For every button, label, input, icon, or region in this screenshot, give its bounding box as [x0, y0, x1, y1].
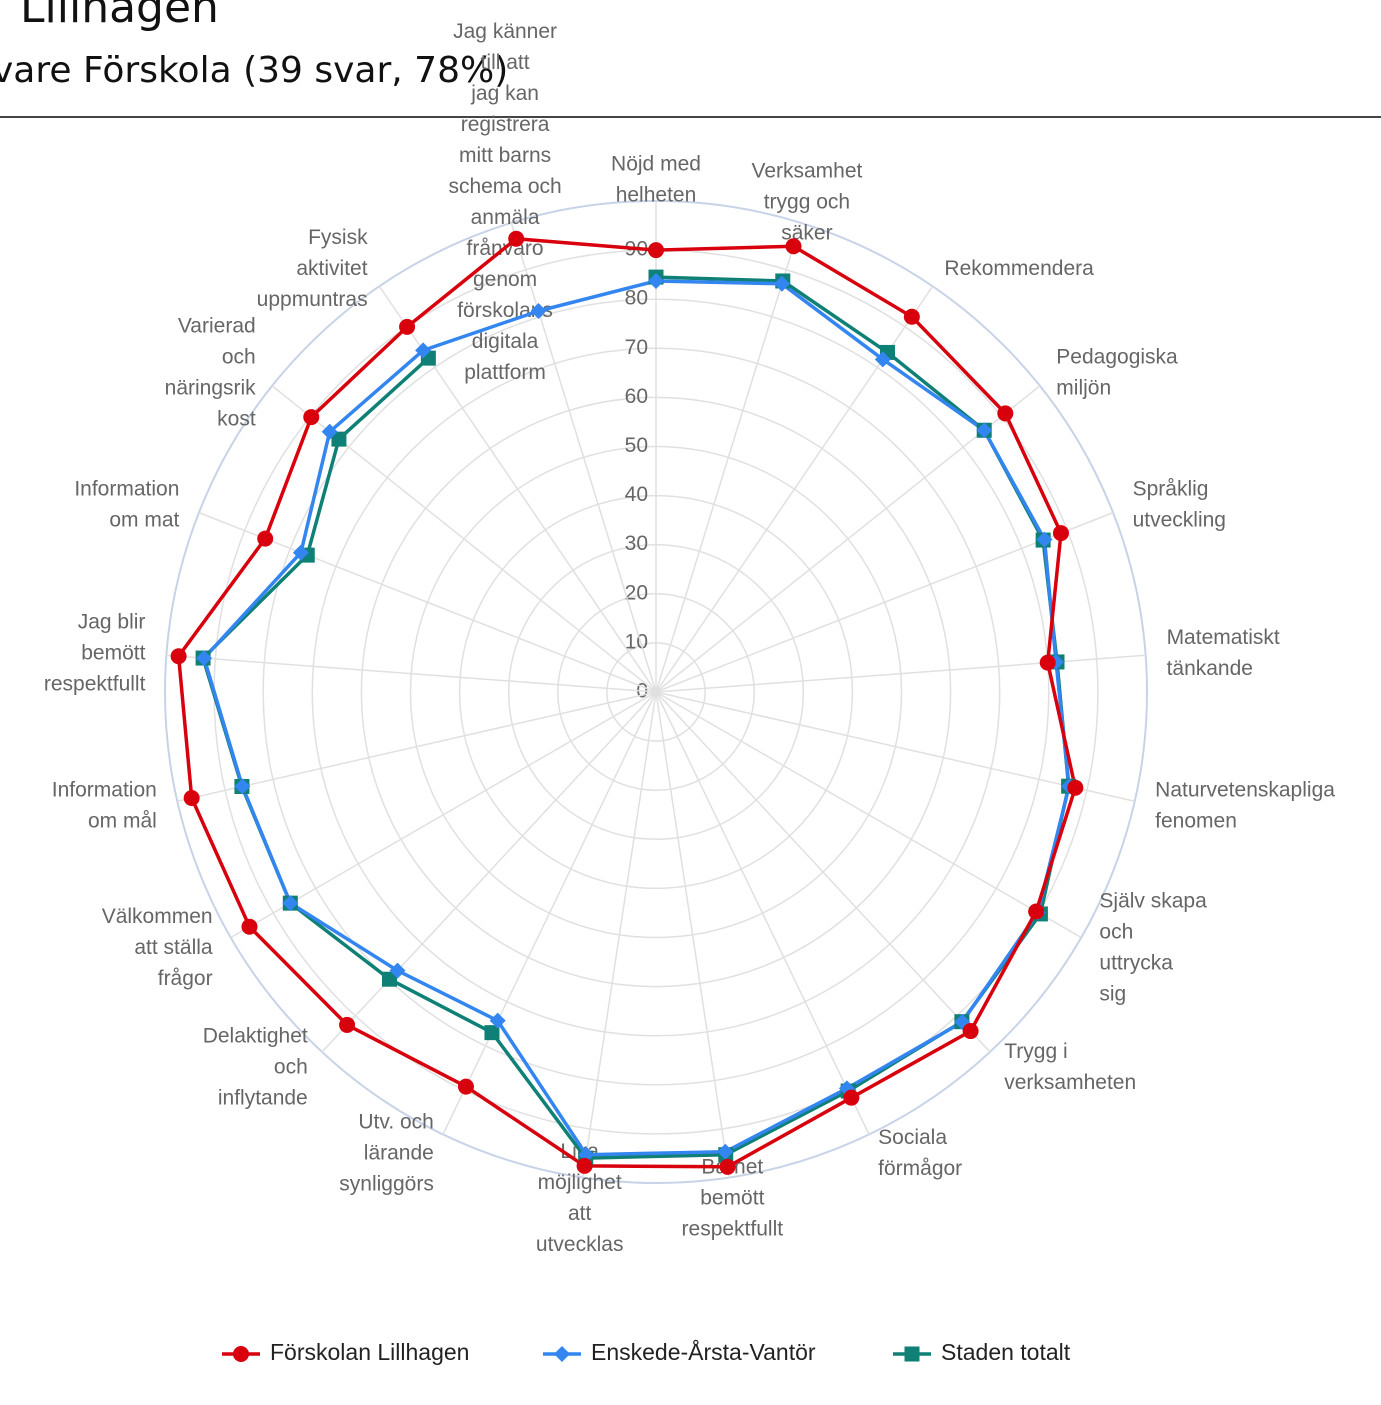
point [331, 431, 347, 447]
spoke [655, 691, 1082, 939]
category-label: Trygg i verksamheten [1004, 1039, 1136, 1093]
spoke [582, 691, 657, 1178]
legend-marker [904, 1346, 920, 1362]
point [234, 778, 251, 795]
point [874, 351, 891, 368]
point [717, 1143, 734, 1160]
point [399, 318, 416, 335]
point [976, 422, 993, 439]
point [170, 648, 187, 665]
spoke [655, 691, 991, 1053]
point [1036, 531, 1053, 548]
point [648, 242, 664, 259]
point [183, 789, 200, 806]
spoke [442, 691, 657, 1135]
category-label: Själv skapa och uttrycka sig [1099, 889, 1207, 1005]
point [997, 405, 1014, 422]
category-label: Information om mat [74, 477, 179, 531]
point [903, 308, 920, 325]
point [576, 1157, 593, 1174]
marks [170, 230, 1084, 1175]
spoke [230, 691, 657, 939]
point [484, 1025, 500, 1041]
spoke [655, 691, 1135, 802]
point [282, 895, 299, 912]
point [292, 544, 309, 561]
category-label: Nöjd med helheten [611, 152, 701, 206]
point [241, 918, 258, 935]
point [381, 971, 397, 987]
spoke [166, 654, 657, 693]
point [719, 1158, 736, 1175]
category-label: Fysisk aktivitet uppmuntras [257, 226, 368, 311]
y-tick-label: 60 [625, 385, 648, 408]
y-tick-label: 20 [625, 581, 648, 604]
legend-label: Enskede-Årsta-Vantör [591, 1338, 816, 1365]
spoke [655, 222, 802, 693]
category-label: Språklig utveckling [1133, 477, 1226, 531]
spoke [321, 691, 657, 1053]
category-label: Information om mål [52, 778, 157, 832]
point [489, 1012, 506, 1029]
y-tick-label: 30 [625, 532, 648, 555]
category-label: Delaktighet och inflytande [203, 1024, 308, 1109]
category-label: Pedagogiska miljön [1056, 345, 1178, 399]
point [1028, 903, 1045, 920]
category-label: Barnetbemöttrespektfullt [682, 1155, 784, 1240]
category-label: Varierad och näringsrik kost [165, 314, 257, 430]
point [1052, 525, 1069, 542]
category-label: Utv. och lärande synliggörs [339, 1110, 434, 1195]
legend-marker [233, 1346, 249, 1362]
legend-marker [554, 1346, 570, 1362]
chart-subtitle: vare Förskola (39 svar, 78%) [0, 50, 508, 91]
legend-label: Staden totalt [941, 1339, 1071, 1365]
y-tick-label: 80 [625, 287, 648, 310]
series-line [201, 275, 1071, 1160]
spoke [655, 691, 730, 1178]
point [1039, 654, 1056, 671]
series-line [202, 279, 1071, 1157]
point [530, 303, 547, 320]
point [196, 650, 213, 667]
spoke [655, 691, 870, 1135]
y-tick-label: 70 [625, 336, 648, 359]
category-label: Sociala förmågor [878, 1125, 962, 1179]
spoke [177, 691, 657, 802]
y-tick-label: 50 [625, 434, 648, 457]
point [785, 238, 802, 255]
point [457, 1078, 474, 1095]
point [843, 1089, 860, 1106]
category-label: Matematiskt tänkande [1167, 626, 1280, 680]
point [415, 342, 432, 359]
category-label: Verksamhet trygg och säker [751, 159, 862, 244]
point [1067, 779, 1084, 796]
point [508, 230, 525, 247]
category-label: Jag blir bemött respektfullt [44, 610, 146, 695]
point [773, 275, 790, 292]
chart-title: Lillhagen [20, 0, 219, 33]
point [339, 1016, 356, 1033]
point [257, 530, 274, 547]
legend-label: Förskolan Lillhagen [270, 1339, 469, 1365]
category-label: Rekommendera [944, 257, 1094, 280]
point [303, 409, 320, 426]
point [954, 1014, 971, 1031]
point [648, 273, 664, 290]
spoke [510, 222, 657, 693]
point [389, 962, 406, 979]
category-label: Välkommen att ställa frågor [102, 905, 213, 990]
spoke [198, 511, 657, 693]
category-label: Naturvetenskapliga fenomen [1155, 778, 1335, 832]
spoke [655, 385, 1041, 693]
y-tick-label: 40 [625, 483, 648, 506]
point [321, 423, 338, 440]
series-line [176, 237, 1078, 1169]
point [962, 1023, 979, 1040]
